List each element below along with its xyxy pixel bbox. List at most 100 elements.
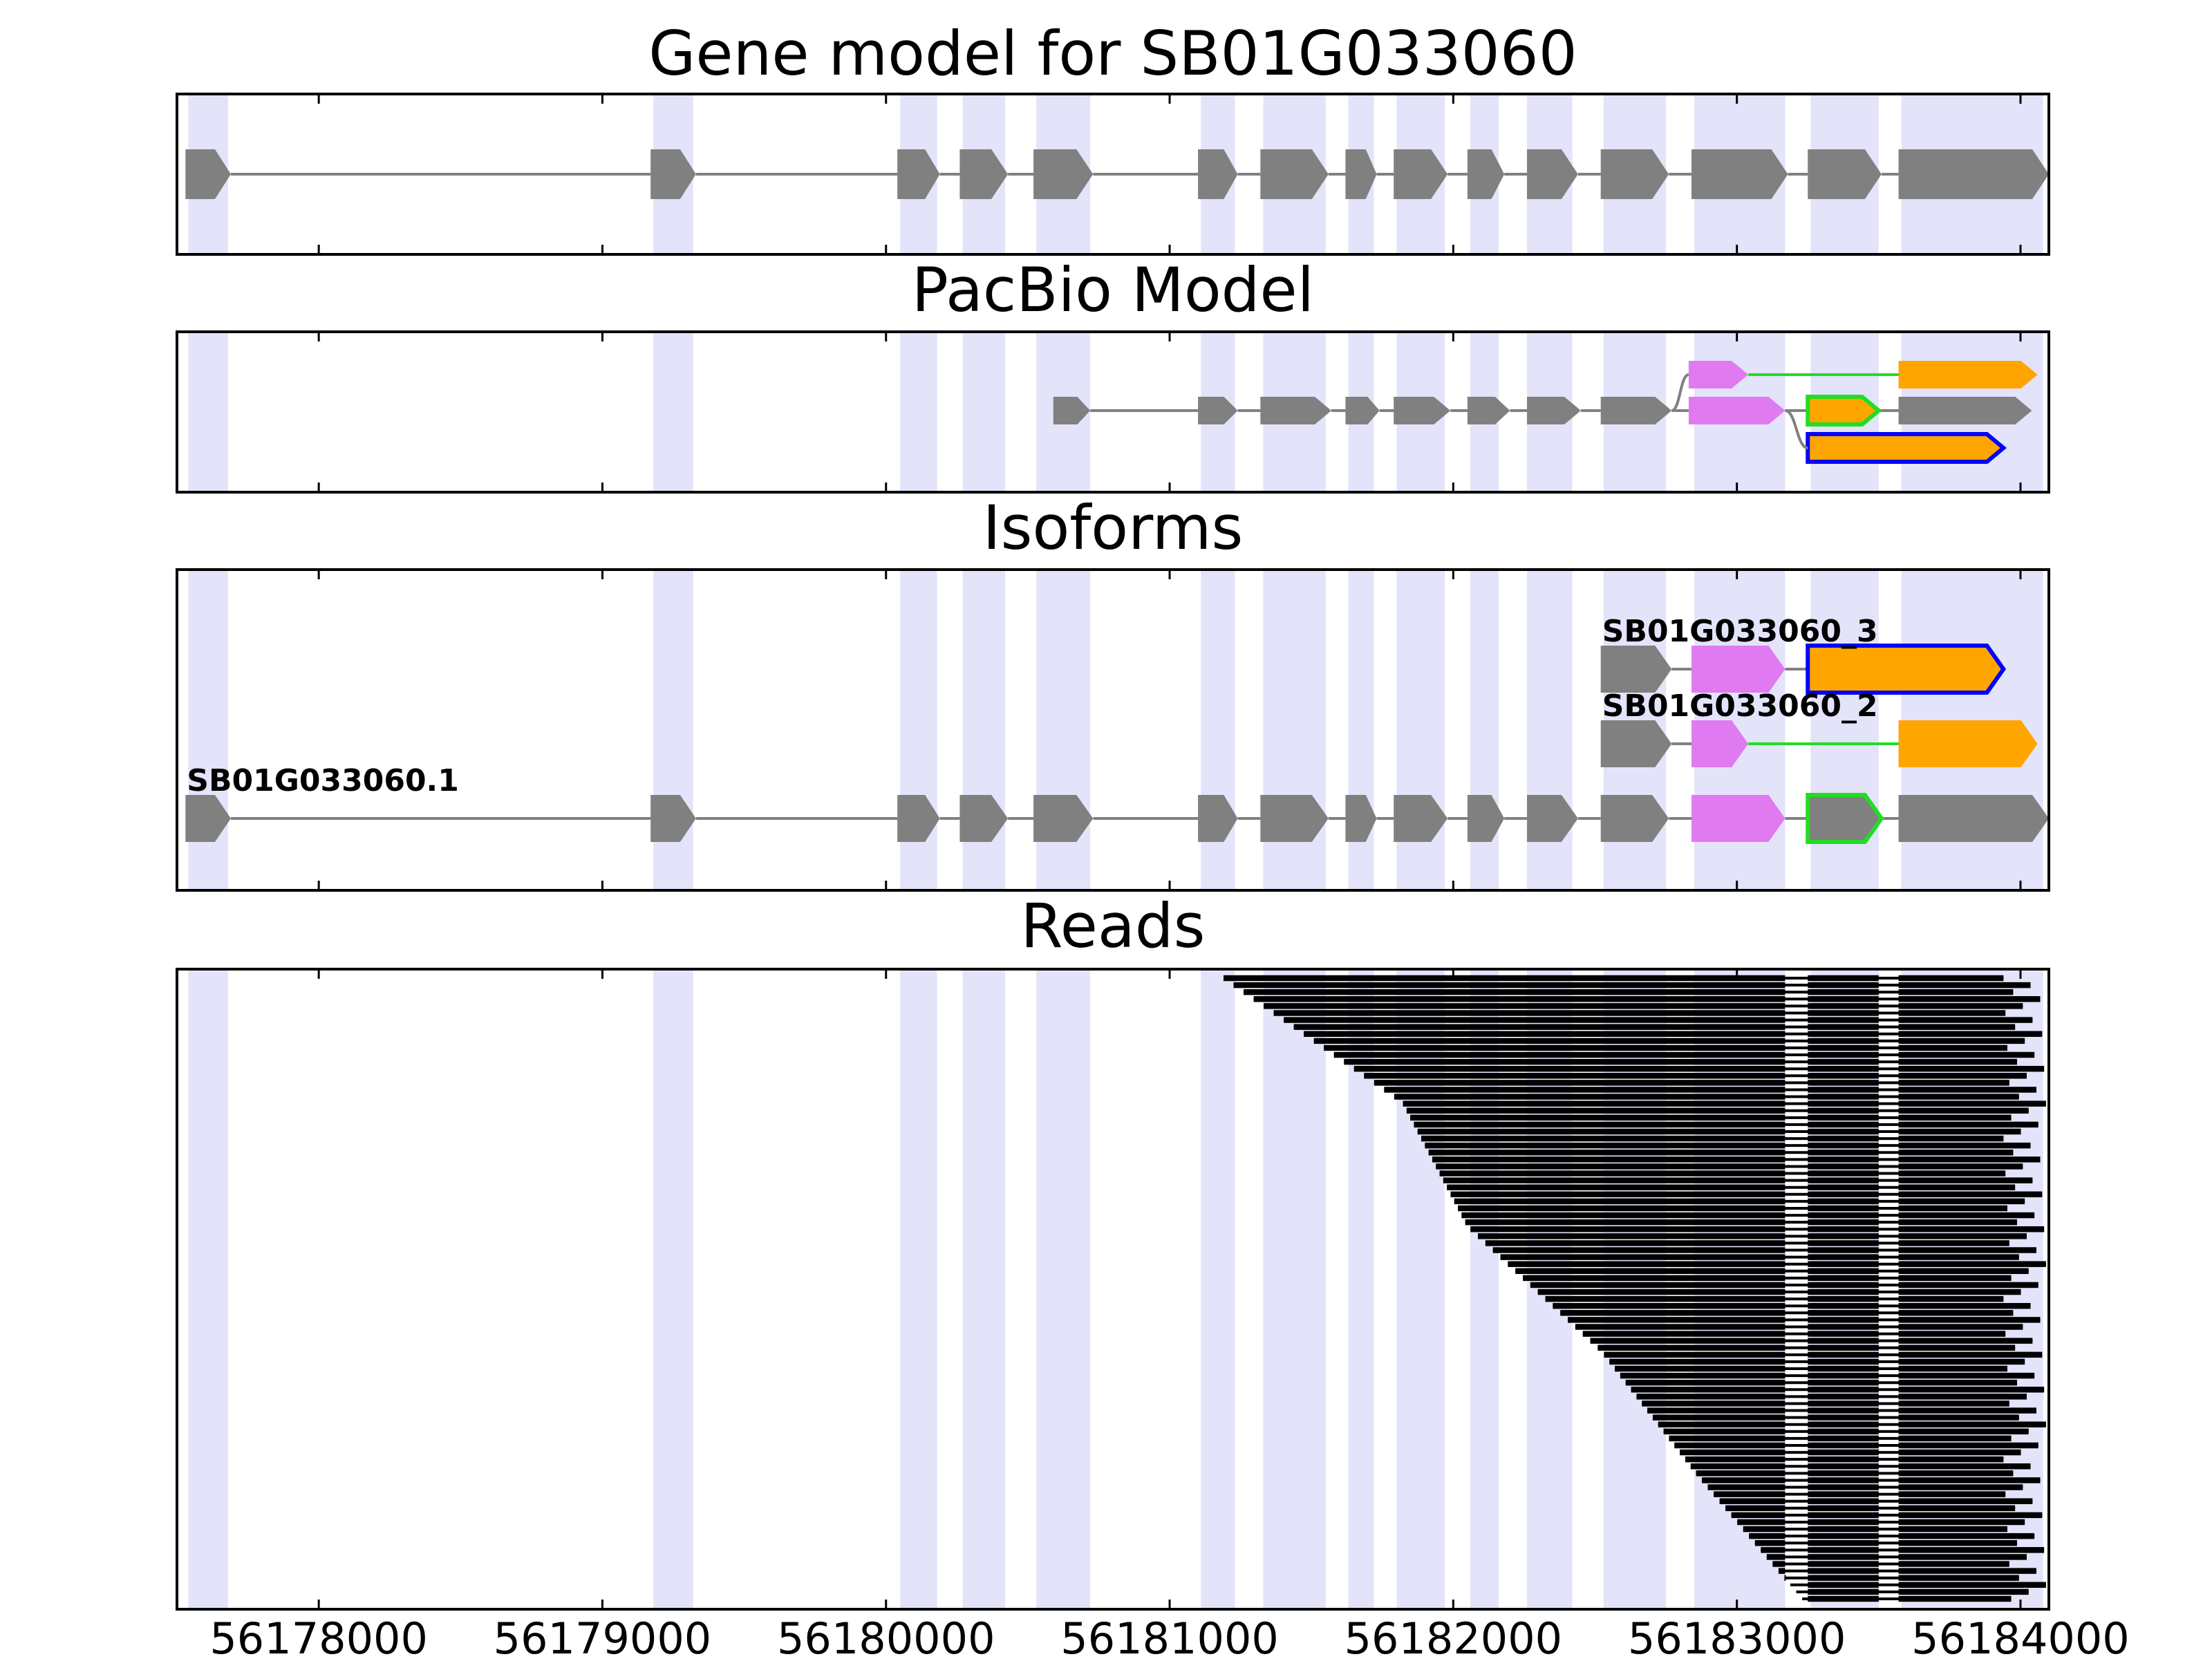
highlight-band xyxy=(653,332,693,492)
exon-block xyxy=(1345,149,1377,199)
read-block xyxy=(1898,1114,2012,1121)
read-block xyxy=(1743,1526,1785,1533)
read-block xyxy=(1898,1484,2023,1490)
exon-block xyxy=(1260,149,1329,199)
highlight-band xyxy=(962,969,1006,1609)
read-block xyxy=(1761,1547,1785,1553)
read-block xyxy=(1808,1254,1879,1260)
exon-block xyxy=(1806,432,2007,464)
read-block xyxy=(1808,1240,1879,1246)
read-block xyxy=(1808,1519,1879,1526)
highlight-band xyxy=(653,570,693,890)
read-block xyxy=(1428,1150,1785,1156)
exon-block xyxy=(1345,397,1380,424)
read-block xyxy=(1898,1338,2033,1344)
read-block xyxy=(1808,1024,1879,1030)
read-block xyxy=(1808,1295,1879,1302)
read-block xyxy=(1898,1142,2031,1149)
read-block xyxy=(1808,1031,1879,1037)
read-block xyxy=(1394,1094,1785,1100)
read-block xyxy=(1898,1065,2045,1072)
read-block xyxy=(1808,1387,1879,1393)
read-block xyxy=(1898,1058,2017,1065)
highlight-band xyxy=(1201,969,1235,1609)
exon-block xyxy=(185,795,231,842)
x-tick-label: 56184000 xyxy=(1911,1613,2130,1659)
read-block xyxy=(1898,1582,2046,1588)
read-block xyxy=(1808,1017,1879,1023)
highlight-band xyxy=(1348,969,1374,1609)
read-block xyxy=(1808,1282,1879,1288)
read-block xyxy=(1808,1233,1879,1239)
exon-block xyxy=(1467,795,1505,842)
read-block xyxy=(1898,1128,2021,1135)
read-block xyxy=(1898,1344,2016,1351)
read-block xyxy=(1898,1024,2016,1030)
read-block xyxy=(1597,1344,1785,1351)
read-block xyxy=(1898,1198,2025,1205)
read-block xyxy=(1808,1044,1879,1051)
read-block xyxy=(1808,1456,1879,1463)
read-block xyxy=(1808,1331,1879,1337)
read-group xyxy=(1224,975,2046,1602)
exon-block xyxy=(959,149,1009,199)
read-block xyxy=(1808,1428,1879,1435)
read-block xyxy=(1244,988,1785,995)
read-block xyxy=(1364,1073,1785,1079)
read-block xyxy=(1264,1003,1785,1009)
x-tick-label: 56178000 xyxy=(209,1613,428,1659)
read-block xyxy=(1808,1540,1879,1546)
read-block xyxy=(1808,1588,1879,1595)
read-block xyxy=(1898,1442,2038,1449)
highlight-band xyxy=(1263,969,1326,1609)
read-block xyxy=(1808,1087,1879,1093)
read-block xyxy=(1304,1031,1785,1037)
exon-block xyxy=(650,149,696,199)
exon-block xyxy=(1198,795,1238,842)
tick-marks xyxy=(317,969,2022,1609)
read-block xyxy=(1808,1338,1879,1344)
highlight-band xyxy=(1470,570,1499,890)
read-block xyxy=(1808,1010,1879,1016)
read-block xyxy=(1615,1365,1785,1372)
read-block xyxy=(1778,1568,1785,1574)
read-block xyxy=(1808,1470,1879,1477)
read-block xyxy=(1313,1038,1785,1044)
exon-block xyxy=(1600,720,1672,767)
read-block xyxy=(1808,1038,1879,1044)
highlight-band xyxy=(653,969,693,1609)
read-block xyxy=(1436,1163,1785,1170)
highlight-band xyxy=(900,332,937,492)
read-block xyxy=(1333,1051,1785,1058)
exon-block xyxy=(1053,397,1091,424)
read-block xyxy=(1808,1595,1879,1602)
read-block xyxy=(1374,1080,1785,1086)
read-block xyxy=(1898,1191,2043,1198)
read-block xyxy=(1898,1003,2023,1009)
read-block xyxy=(1898,1295,2004,1302)
read-block xyxy=(1500,1254,1785,1260)
highlight-band xyxy=(188,570,228,890)
read-block xyxy=(1253,996,1785,1002)
read-block xyxy=(1690,1463,1785,1470)
read-block xyxy=(1808,1547,1879,1553)
exon-block xyxy=(1898,720,2038,767)
exon-block xyxy=(1600,149,1669,199)
tick-marks xyxy=(317,94,2022,254)
exon-block xyxy=(1691,720,1749,767)
read-block xyxy=(1808,1156,1879,1163)
read-block xyxy=(1414,1121,1785,1128)
read-block xyxy=(1898,1421,2046,1427)
read-block xyxy=(1898,1331,2006,1337)
isoform-label: SB01G033060.1 xyxy=(187,763,459,798)
read-block xyxy=(1808,1080,1879,1086)
axes-frame xyxy=(176,968,2050,1611)
exon-block xyxy=(185,149,231,199)
read-block xyxy=(1545,1295,1785,1302)
read-block xyxy=(1766,1554,1785,1560)
read-block xyxy=(1898,1588,2029,1595)
read-block xyxy=(1808,1533,1879,1539)
read-block xyxy=(1898,1456,2004,1463)
exon-block xyxy=(1806,644,2007,695)
splice-connector xyxy=(1784,409,1808,449)
